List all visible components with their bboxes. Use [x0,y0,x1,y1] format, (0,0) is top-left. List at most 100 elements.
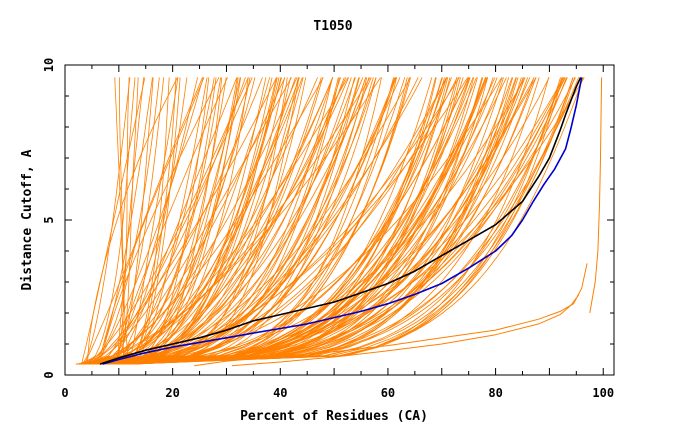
model-curve [90,77,285,365]
model-curve [119,77,464,365]
model-curve [78,77,381,365]
model-curve [123,77,474,365]
model-curve [91,77,526,365]
model-curve [94,77,322,365]
y-axis-label: Distance Cutoff, A [20,149,35,290]
model-curve [126,77,487,365]
model-curve [81,77,146,365]
model-curve [115,77,372,365]
model-curve [115,77,228,365]
y-tick-label: 5 [42,216,56,223]
model-curve [83,77,300,365]
model-curve [124,77,398,365]
model-curve [85,77,188,365]
model-curve [123,77,170,365]
x-tick-label: 80 [488,386,502,400]
model-curve [88,77,263,365]
model-curve [129,77,582,365]
chart-title: T1050 [313,19,352,34]
model-curve [121,77,356,365]
y-tick-label: 10 [42,58,56,72]
model-curve [93,77,411,365]
model-curve [81,77,246,365]
model-curve [90,77,217,365]
model-curve [130,77,563,365]
model-curve [100,77,568,365]
model-curve [110,77,177,365]
model-curve [76,77,526,365]
model-curve [129,77,494,365]
model-curve [122,77,458,365]
model-curve [81,77,371,365]
model-curve [110,77,154,365]
model-curve [89,77,339,365]
model-curve [113,77,139,365]
model-curve [82,77,131,365]
model-curve [133,77,509,365]
model-curve [106,77,256,365]
model-curve [91,77,241,365]
model-curve [84,77,136,365]
model-curve [121,77,267,365]
model-curve [117,77,238,365]
model-curve [102,77,443,365]
model-curve [119,77,382,365]
x-axis-label: Percent of Residues (CA) [240,409,428,424]
model-curve [102,77,445,365]
model-curve [105,77,397,365]
series-line [99,77,582,365]
model-curve [89,77,575,365]
model-curve [117,77,145,365]
model-curve [92,77,249,365]
model-curve [110,77,198,365]
model-curve [94,77,489,365]
model-curve [129,77,507,365]
series-line [231,294,580,367]
axis-ticks: 0 20 40 60 80 100 0 5 10 [42,58,614,400]
model-curve [103,77,419,365]
model-curve [75,77,377,365]
x-tick-label: 40 [273,386,287,400]
model-curves [75,77,603,367]
model-curve [89,77,565,365]
model-curve [100,77,401,365]
model-curve [88,77,394,365]
model-curve [79,77,160,365]
model-curve [110,77,452,365]
model-curve [129,77,458,365]
model-curve [94,77,222,365]
model-curve [102,77,286,365]
model-curve [129,77,574,365]
model-curve [77,77,537,365]
model-curve [89,77,334,365]
series-line [589,77,603,314]
model-curve [114,77,292,365]
model-curve [98,77,448,365]
model-curve [81,77,524,365]
model-curve [125,77,300,365]
model-curve [84,77,203,365]
model-curve [82,77,410,365]
model-curve [98,77,584,365]
model-curve [80,77,585,365]
model-curve [124,77,303,365]
y-tick-label: 0 [42,371,56,378]
model-curve [98,77,205,365]
model-curve [102,77,460,365]
model-curve [85,77,249,365]
model-curve [114,77,130,365]
model-curve [111,77,478,365]
model-curve [122,77,514,365]
x-tick-label: 60 [381,386,395,400]
series-line [194,263,588,367]
model-curve [126,77,459,365]
model-curve [84,77,396,365]
x-tick-label: 20 [165,386,179,400]
model-curve [109,77,567,365]
model-curve [86,77,324,365]
model-curve [122,77,318,365]
model-curve [126,77,347,365]
model-curve [97,77,307,365]
model-curve [76,77,411,365]
